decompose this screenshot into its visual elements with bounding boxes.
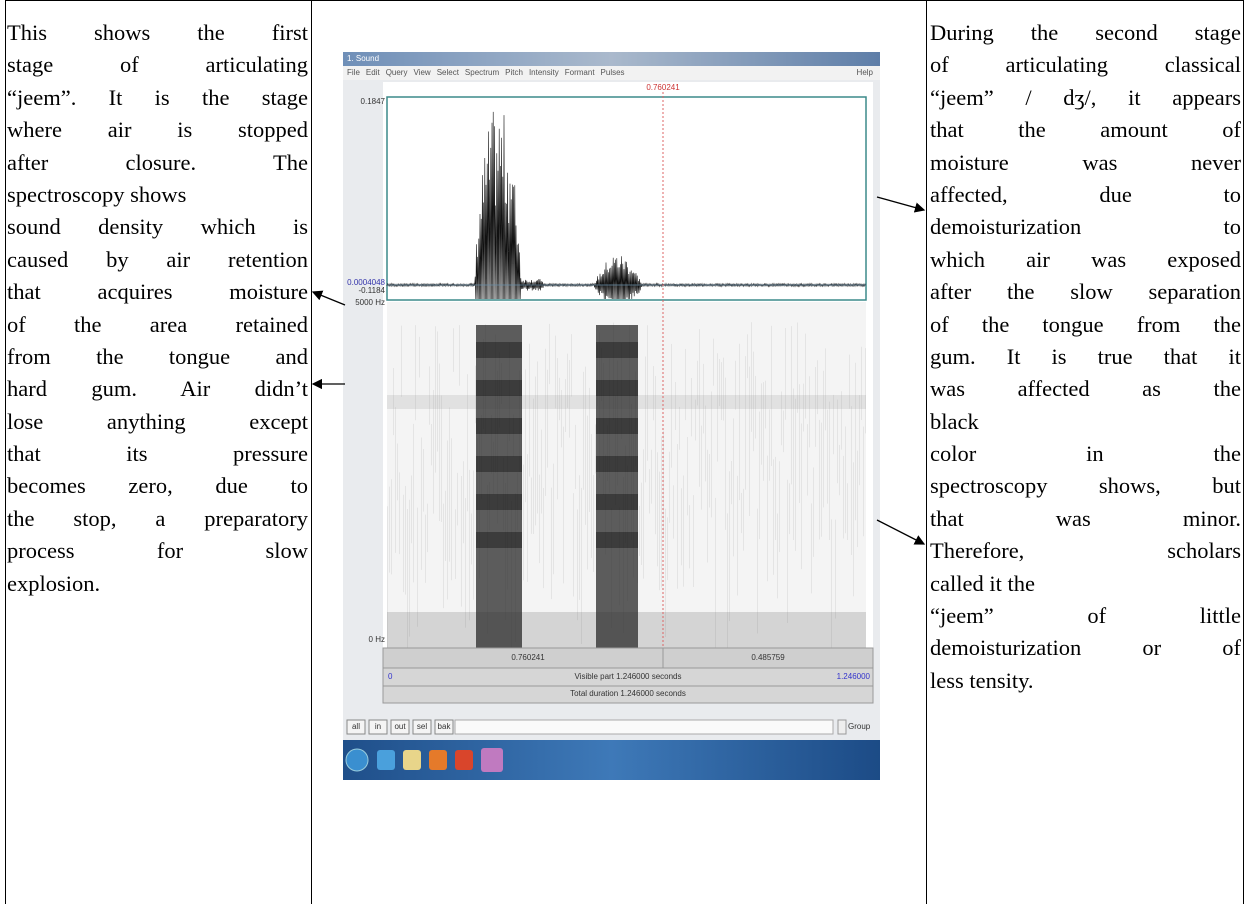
page: This shows the firststage of articulatin… xyxy=(0,0,1247,904)
arrow xyxy=(877,520,924,544)
arrows xyxy=(0,0,1247,904)
arrow xyxy=(313,292,345,305)
arrow xyxy=(877,197,924,210)
